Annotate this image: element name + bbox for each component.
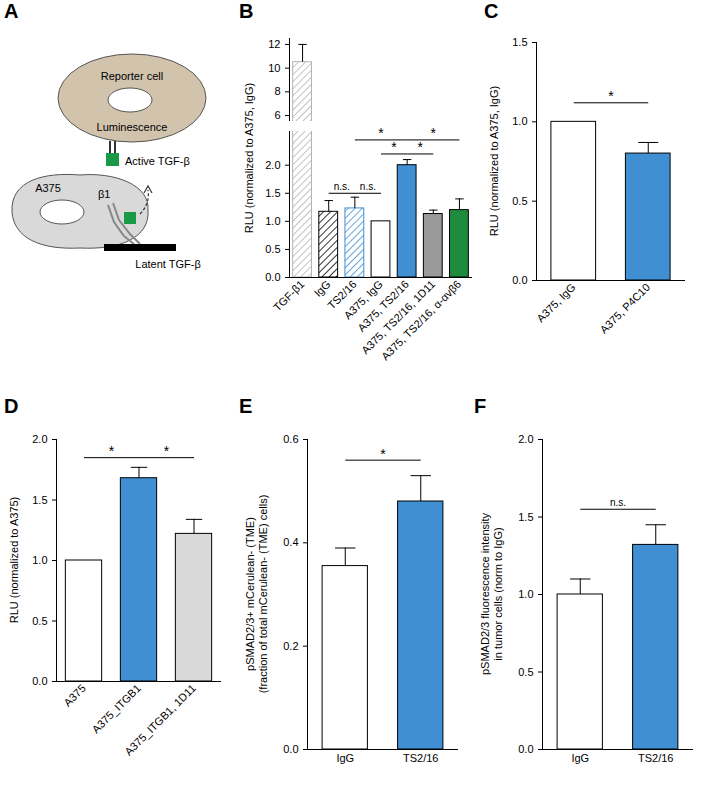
svg-text:0.4: 0.4	[283, 536, 298, 548]
svg-text:10: 10	[268, 62, 280, 74]
svg-text:0.6: 0.6	[283, 433, 298, 445]
svg-text:1.0: 1.0	[512, 115, 527, 127]
svg-text:IgG: IgG	[336, 752, 354, 764]
svg-text:0.5: 0.5	[32, 615, 47, 627]
svg-text:Active TGF-β: Active TGF-β	[125, 155, 190, 167]
svg-text:A375, IgG: A375, IgG	[534, 281, 578, 325]
svg-text:Latent TGF-β: Latent TGF-β	[135, 258, 200, 270]
svg-text:0.2: 0.2	[283, 640, 298, 652]
svg-text:*: *	[164, 443, 170, 459]
svg-text:0.0: 0.0	[518, 743, 533, 755]
svg-text:TS2/16: TS2/16	[638, 752, 673, 764]
svg-text:1.5: 1.5	[265, 187, 280, 199]
svg-text:2.0: 2.0	[32, 433, 47, 445]
svg-text:A375, P4C10: A375, P4C10	[597, 281, 652, 336]
svg-text:A375, IgG: A375, IgG	[341, 277, 385, 322]
html-text:D: D	[4, 395, 19, 417]
svg-text:*: *	[391, 139, 397, 155]
svg-text:TGF-β1: TGF-β1	[271, 278, 306, 313]
html-text:pSMAD2/3+ mCerulean- (TME) (fr: pSMAD2/3+ mCerulean- (TME) (fraction of …	[244, 494, 269, 694]
svg-text:1.0: 1.0	[32, 554, 47, 566]
html-text:C: C	[484, 0, 499, 22]
svg-text:0.0: 0.0	[512, 274, 527, 286]
svg-text:1.0: 1.0	[265, 215, 280, 227]
svg-text:8: 8	[274, 85, 280, 97]
svg-text:*: *	[109, 443, 115, 459]
svg-text:*: *	[431, 125, 437, 141]
svg-text:0.0: 0.0	[32, 675, 47, 687]
svg-text:β1: β1	[98, 188, 110, 200]
svg-text:1.5: 1.5	[518, 511, 533, 523]
html-text:RLU (normalized to A375, IgG): RLU (normalized to A375, IgG)	[487, 85, 500, 237]
svg-text:n.s.: n.s.	[610, 497, 626, 508]
svg-text:A375: A375	[61, 682, 88, 709]
html-text:RLU (normalized to A375, IgG): RLU (normalized to A375, IgG)	[242, 82, 255, 233]
svg-text:0.0: 0.0	[265, 271, 280, 283]
svg-text:2.0: 2.0	[265, 159, 280, 171]
svg-text:*: *	[608, 88, 614, 104]
svg-text:2.0: 2.0	[518, 433, 533, 445]
svg-text:12: 12	[268, 38, 280, 50]
html-text:B: B	[239, 0, 254, 22]
html-text:E: E	[239, 395, 253, 417]
html-text:RLU (normalized to A375): RLU (normalized to A375)	[7, 496, 20, 624]
svg-text:Reporter cell: Reporter cell	[101, 70, 163, 82]
svg-text:*: *	[417, 139, 423, 155]
svg-text:*: *	[378, 125, 384, 141]
html-text:A: A	[4, 0, 19, 22]
svg-text:TS2/16: TS2/16	[403, 752, 438, 764]
svg-text:TS2/16: TS2/16	[325, 277, 359, 312]
svg-text:A375: A375	[35, 182, 61, 194]
svg-text:0.0: 0.0	[283, 743, 298, 755]
svg-text:0.5: 0.5	[518, 666, 533, 678]
svg-text:n.s.: n.s.	[360, 181, 376, 192]
svg-text:1.5: 1.5	[512, 36, 527, 48]
svg-text:*: *	[380, 446, 386, 462]
html-text:F: F	[474, 395, 487, 417]
html-text:pSMAD2/3 fluorescence intensit: pSMAD2/3 fluorescence intensity in tumor…	[479, 513, 504, 675]
svg-text:0.5: 0.5	[512, 195, 527, 207]
svg-text:Luminescence: Luminescence	[97, 121, 168, 133]
svg-text:IgG: IgG	[571, 752, 589, 764]
svg-text:1.0: 1.0	[518, 588, 533, 600]
svg-text:A375_ITGB1, 1D11: A375_ITGB1, 1D11	[122, 682, 198, 758]
svg-text:A375, TS2/16, 1D11: A375, TS2/16, 1D11	[358, 277, 438, 357]
svg-text:IgG: IgG	[312, 278, 333, 299]
svg-text:6: 6	[274, 109, 280, 121]
svg-text:A375_ITGB1: A375_ITGB1	[89, 682, 142, 735]
svg-text:A375, TS2/16, α-αvβ6: A375, TS2/16, α-αvβ6	[379, 278, 464, 363]
svg-text:1.5: 1.5	[32, 494, 47, 506]
svg-text:n.s.: n.s.	[334, 181, 350, 192]
svg-text:0.5: 0.5	[265, 243, 280, 255]
